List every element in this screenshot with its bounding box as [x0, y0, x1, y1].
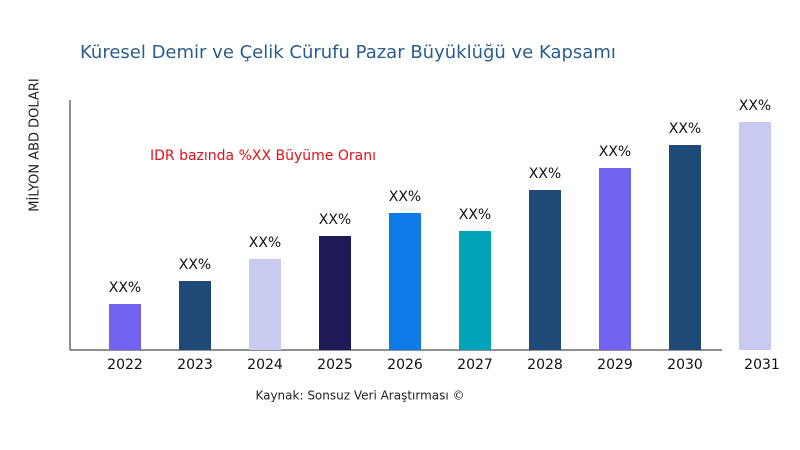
data-label: XX%	[669, 121, 701, 137]
bar	[179, 281, 211, 350]
bar	[599, 168, 631, 350]
bar	[459, 231, 491, 350]
bar	[389, 213, 421, 350]
bar	[109, 304, 141, 350]
x-tick-label: 2024	[247, 357, 283, 373]
bar	[529, 190, 561, 350]
source: Kaynak: Sonsuz Veri Araştırması ©	[255, 389, 464, 403]
bar	[669, 145, 701, 350]
annotation: IDR bazında %XX Büyüme Oranı	[150, 148, 376, 164]
x-tick-label: 2028	[527, 357, 563, 373]
data-label: XX%	[319, 212, 351, 228]
data-label: XX%	[389, 189, 421, 205]
x-tick-label: 2022	[107, 357, 143, 373]
data-label: XX%	[529, 166, 561, 182]
x-tick-label: 2026	[387, 357, 423, 373]
bar	[319, 236, 351, 350]
x-tick-label: 2025	[317, 357, 353, 373]
data-label: XX%	[249, 235, 281, 251]
y-axis-label: MİLYON ABD DOLARI	[27, 78, 43, 211]
bar	[249, 259, 281, 350]
bar	[739, 122, 771, 350]
data-label: XX%	[739, 98, 771, 114]
x-tick-label: 2029	[597, 357, 633, 373]
data-label: XX%	[459, 207, 491, 223]
x-tick-label: 2030	[667, 357, 703, 373]
x-tick-label: 2023	[177, 357, 213, 373]
data-label: XX%	[179, 257, 211, 273]
x-tick-label: 2027	[457, 357, 493, 373]
data-label: XX%	[109, 280, 141, 296]
x-tick-label: 2031	[744, 357, 780, 373]
data-label: XX%	[599, 144, 631, 160]
chart-title: Küresel Demir ve Çelik Cürufu Pazar Büyü…	[80, 42, 616, 63]
